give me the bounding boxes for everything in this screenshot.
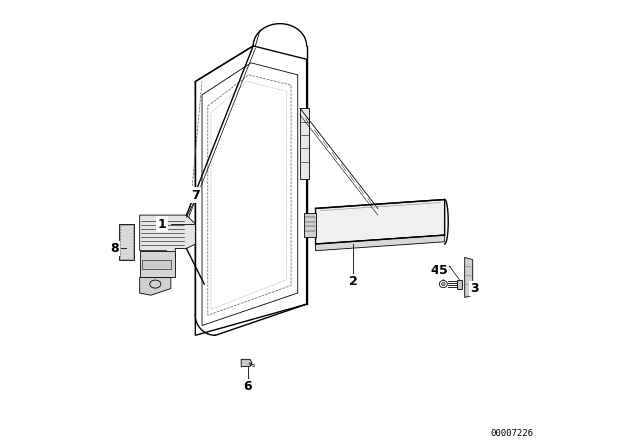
Text: 00007226: 00007226 bbox=[491, 429, 534, 438]
Polygon shape bbox=[140, 277, 171, 295]
Text: 2: 2 bbox=[349, 276, 358, 289]
Polygon shape bbox=[457, 280, 462, 289]
Polygon shape bbox=[465, 258, 473, 297]
Text: 1: 1 bbox=[157, 217, 166, 231]
Polygon shape bbox=[316, 235, 445, 251]
Ellipse shape bbox=[442, 283, 445, 286]
Text: 7: 7 bbox=[191, 189, 200, 202]
Text: 8: 8 bbox=[110, 242, 118, 255]
Polygon shape bbox=[142, 260, 171, 268]
Polygon shape bbox=[241, 359, 252, 366]
Polygon shape bbox=[140, 251, 175, 277]
Polygon shape bbox=[140, 215, 195, 260]
Text: 6: 6 bbox=[244, 380, 252, 393]
Polygon shape bbox=[119, 224, 134, 260]
Polygon shape bbox=[195, 46, 307, 335]
Text: 3: 3 bbox=[470, 282, 479, 295]
Polygon shape bbox=[316, 199, 445, 244]
Polygon shape bbox=[305, 213, 316, 237]
Text: 4: 4 bbox=[430, 264, 439, 277]
Polygon shape bbox=[300, 108, 309, 180]
Text: 5: 5 bbox=[439, 264, 448, 277]
